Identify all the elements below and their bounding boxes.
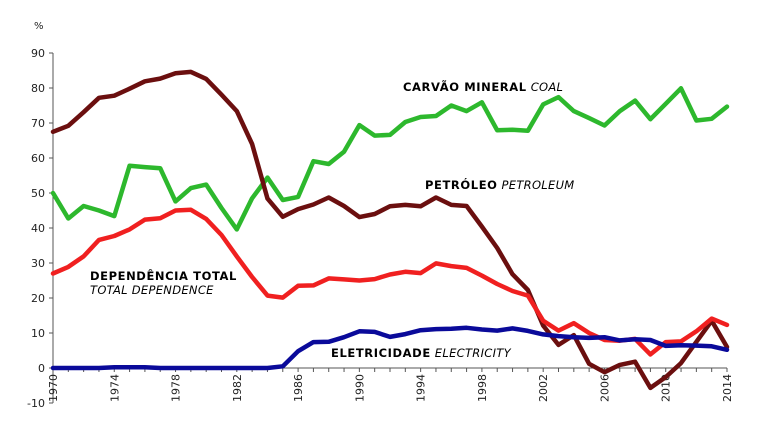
y-tick-label: -10 bbox=[27, 397, 45, 410]
series-label-en: PETROLEUM bbox=[502, 178, 575, 192]
series-label-pt: ELETRICIDADE bbox=[331, 346, 431, 360]
series-coal bbox=[50, 86, 730, 232]
y-tick-label: 30 bbox=[31, 257, 45, 270]
y-axis-unit-label: % bbox=[34, 21, 44, 32]
x-tick-label: 1994 bbox=[415, 374, 428, 402]
series-label-en: COAL bbox=[531, 80, 564, 94]
x-tick-label: 2014 bbox=[721, 374, 734, 402]
series-label-pt: CARVÃO MINERAL bbox=[403, 79, 527, 94]
x-tick-label: 1970 bbox=[47, 374, 60, 402]
y-tick-label: 50 bbox=[31, 187, 45, 200]
series-label-en: TOTAL DEPENDENCE bbox=[90, 283, 214, 297]
x-tick-label: 1974 bbox=[108, 374, 121, 402]
x-tick-label: 1978 bbox=[170, 374, 183, 402]
y-tick-label: 70 bbox=[31, 117, 45, 130]
y-tick-label: 90 bbox=[31, 47, 45, 60]
series-label-electricity: ELETRICIDADE ELECTRICITY bbox=[331, 346, 512, 360]
x-tick-label: 1982 bbox=[231, 374, 244, 402]
series-layer bbox=[50, 69, 730, 391]
series-label-en: ELECTRICITY bbox=[435, 346, 512, 360]
series-label-pt: DEPENDÊNCIA TOTAL bbox=[90, 268, 237, 283]
y-tick-label: 40 bbox=[31, 222, 45, 235]
axes: -10 0 10 20 30 40 50 60 70 80 90 1970 1974 1978 1982 19… bbox=[27, 47, 734, 410]
series-label-total: DEPENDÊNCIA TOTAL TOTAL DEPENDENCE bbox=[90, 268, 237, 297]
x-tick-label: 1998 bbox=[476, 374, 489, 402]
series-line-petroleum bbox=[50, 69, 730, 391]
x-tick-label: 2002 bbox=[537, 374, 550, 402]
series-petroleum bbox=[50, 69, 730, 391]
series-labels: CARVÃO MINERAL COAL PETRÓLEO PETROLEUM DEPEN… bbox=[90, 79, 575, 360]
series-label-petroleum: PETRÓLEO PETROLEUM bbox=[425, 177, 575, 192]
series-line-electricity bbox=[50, 325, 730, 371]
y-tick-label: 60 bbox=[31, 152, 45, 165]
series-line-coal bbox=[50, 86, 730, 232]
series-label-coal: CARVÃO MINERAL COAL bbox=[403, 79, 563, 94]
y-tick-label: 10 bbox=[31, 327, 45, 340]
x-tick-label: 1986 bbox=[292, 374, 305, 402]
y-tick-label: 80 bbox=[31, 82, 45, 95]
series-label-pt: PETRÓLEO bbox=[425, 177, 498, 192]
y-tick-label: 20 bbox=[31, 292, 45, 305]
x-tick-label: 2006 bbox=[598, 374, 611, 402]
x-tick-label: 1990 bbox=[353, 374, 366, 402]
series-electricity bbox=[50, 325, 730, 371]
y-tick-label: 0 bbox=[38, 362, 45, 375]
